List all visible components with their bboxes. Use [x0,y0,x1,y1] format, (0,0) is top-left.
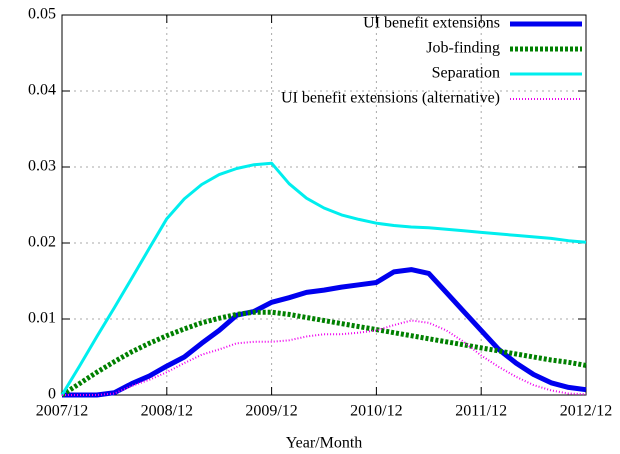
x-tick-label: 2008/12 [141,403,193,420]
y-tick-label: 0.01 [28,310,56,327]
x-axis-label: Year/Month [286,435,363,452]
series-line [62,267,587,398]
series-line [60,161,587,396]
y-tick-label: 0.03 [28,158,56,175]
y-tick-label: 0.02 [28,234,56,251]
series-line [62,319,587,396]
x-tick-label: 2010/12 [350,403,402,420]
legend-label: Job-finding [426,40,500,57]
x-tick-label: 2011/12 [455,403,507,420]
x-tick-label: 2012/12 [560,403,612,420]
y-tick-label: 0.05 [28,6,56,23]
legend-label: Separation [432,65,500,82]
x-tick-label: 2009/12 [245,403,297,420]
legend-label: UI benefit extensions (alternative) [281,90,500,107]
y-tick-label: 0.04 [28,82,56,99]
x-tick-label: 2007/12 [36,403,88,420]
series-line [60,309,587,398]
y-tick-label: 0 [48,386,56,403]
plot-frame [61,14,587,396]
legend-label: UI benefit extensions [363,15,500,32]
